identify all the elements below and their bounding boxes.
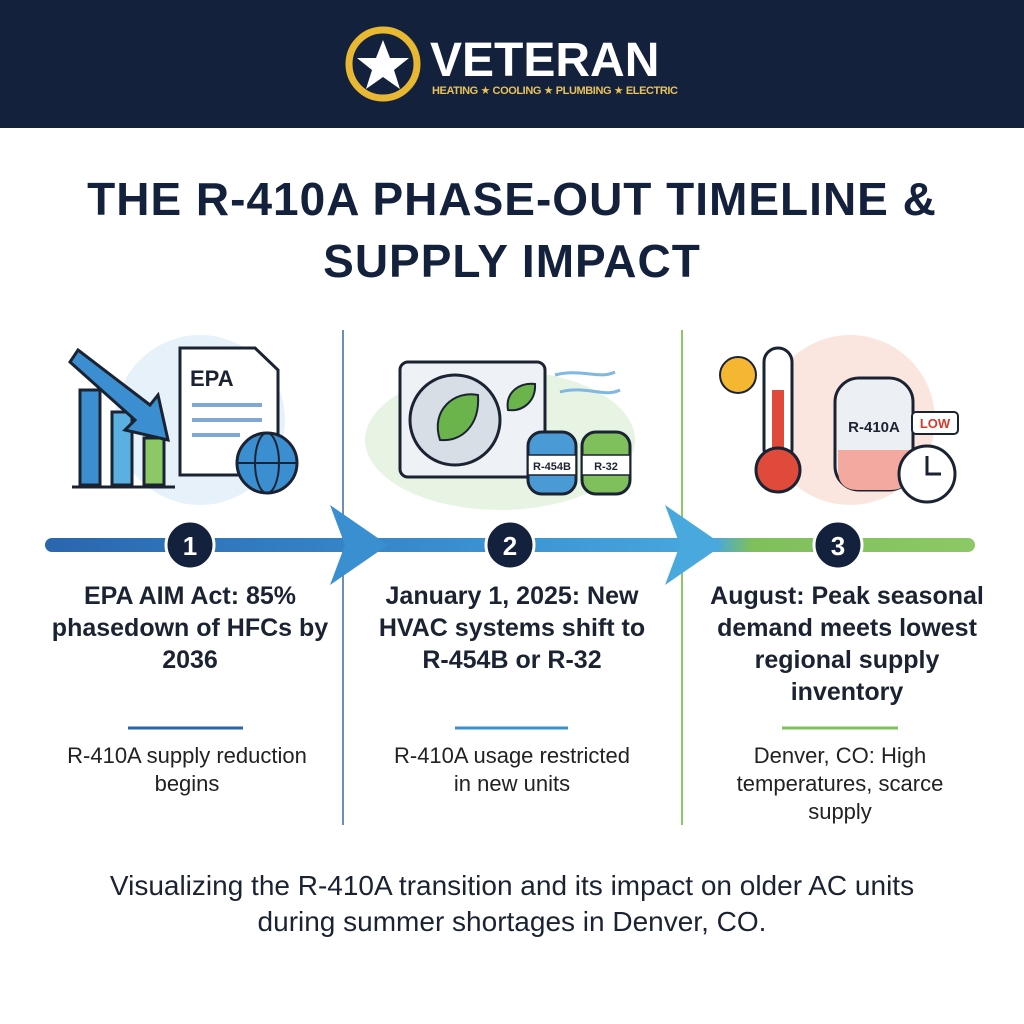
step-badge — [484, 519, 536, 571]
footer-caption: Visualizing the R-410A transition and it… — [109, 870, 915, 937]
step-number: 3 — [831, 531, 845, 561]
icon-bar — [78, 388, 102, 487]
step-number: 2 — [503, 531, 517, 561]
icon-label: EPA — [190, 366, 234, 391]
icon-label: R-32 — [594, 461, 618, 473]
step-heading: January 1, 2025: New HVAC systems shift … — [378, 582, 646, 674]
step-badge — [164, 519, 216, 571]
step-detail: R-410A usage restricted in new units — [393, 743, 631, 796]
tagline: HEATING ★ COOLING ★ PLUMBING ★ ELECTRIC — [432, 85, 678, 97]
icon-label: R-410A — [848, 419, 900, 436]
icon-label: R-454B — [533, 461, 571, 473]
icon-badge — [911, 411, 959, 435]
logo-star — [357, 40, 409, 89]
step-badge — [812, 519, 864, 571]
icon-clock-hands — [925, 456, 941, 476]
icon-tank-fill — [838, 450, 910, 490]
brand: VETERAN — [430, 34, 659, 87]
icon-bar — [142, 436, 166, 487]
step-heading: August: Peak seasonal demand meets lowes… — [710, 582, 984, 706]
step-detail: Denver, CO: High temperatures, scarce su… — [736, 743, 944, 824]
icon-wind — [554, 370, 621, 395]
step-number: 1 — [183, 531, 197, 561]
step-detail: R-410A supply reduction begins — [67, 743, 307, 796]
icon-tank-label — [527, 454, 577, 476]
step-heading: EPA AIM Act: 85% phasedown of HFCs by 20… — [51, 582, 329, 674]
timeline-arrow — [330, 505, 388, 585]
icon-bar — [110, 410, 134, 487]
header-bar — [0, 0, 1024, 128]
icon-leaf — [436, 393, 480, 442]
icon-leaf — [506, 382, 537, 412]
title: THE R-410A PHASE-OUT TIMELINE & SUPPLY I… — [87, 173, 937, 287]
icon-label: LOW — [920, 416, 951, 431]
icon-tank-label — [581, 454, 631, 476]
icon-sun — [719, 356, 757, 394]
timeline-arrow — [665, 505, 723, 585]
icon-thermo-bulb — [754, 446, 802, 494]
icon-arrow — [68, 347, 170, 443]
